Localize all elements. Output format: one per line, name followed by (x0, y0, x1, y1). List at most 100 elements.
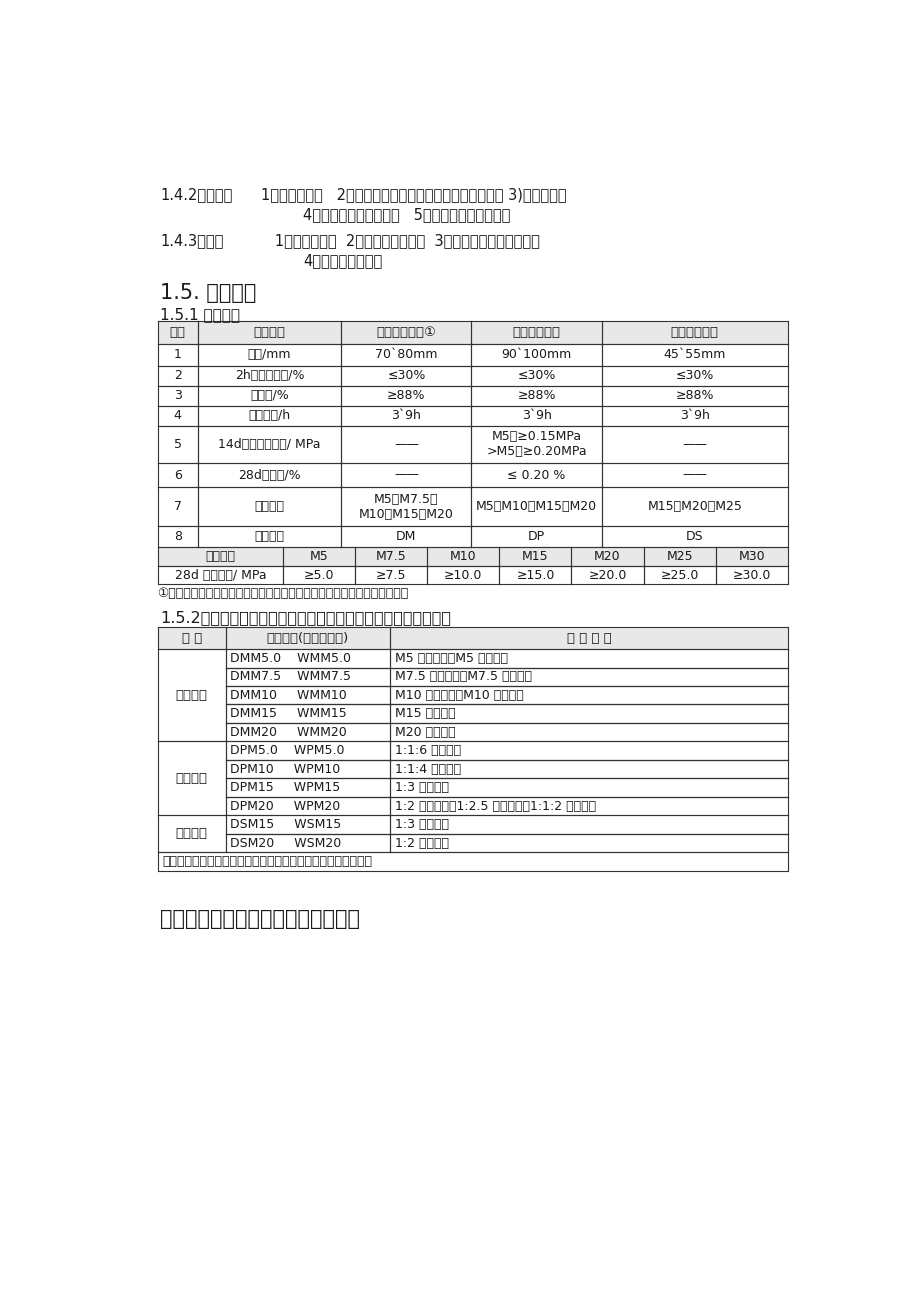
Text: DSM20     WSM20: DSM20 WSM20 (231, 837, 341, 850)
Text: 4: 4 (174, 409, 182, 422)
Text: 3`9h: 3`9h (521, 409, 550, 422)
Text: 传 统 砂 浆: 传 统 砂 浆 (566, 631, 610, 644)
Text: DMM20     WMM20: DMM20 WMM20 (231, 725, 346, 738)
Text: DMM15     WMM15: DMM15 WMM15 (231, 707, 346, 720)
Text: ——: —— (393, 469, 418, 482)
Text: 强度等级: 强度等级 (255, 500, 284, 513)
Text: ——: —— (682, 469, 707, 482)
Text: 1.5.1 技术指标: 1.5.1 技术指标 (160, 307, 240, 322)
Text: 备注：其它砂浆可根据强度和性能要求，选用相应的预拌砂浆。: 备注：其它砂浆可根据强度和性能要求，选用相应的预拌砂浆。 (162, 855, 372, 868)
Text: DMM7.5    WMM7.5: DMM7.5 WMM7.5 (231, 671, 351, 684)
Text: 凝结时间/h: 凝结时间/h (248, 409, 290, 422)
Text: 1:3 水泥砂浆: 1:3 水泥砂浆 (394, 818, 448, 831)
Text: ≤ 0.20 %: ≤ 0.20 % (507, 469, 565, 482)
Text: 1:1:4 混合砂浆: 1:1:4 混合砂浆 (394, 763, 460, 776)
Text: 品 种: 品 种 (181, 631, 201, 644)
Text: DPM20     WPM20: DPM20 WPM20 (231, 799, 340, 812)
Text: ——: —— (682, 437, 707, 450)
Text: M15、M20、M25: M15、M20、M25 (647, 500, 742, 513)
Text: M15 水泥砂浆: M15 水泥砂浆 (394, 707, 455, 720)
Text: 1.5.2预拌（干混）砂浆与传统建筑砂浆的对应关系（仅供参考）: 1.5.2预拌（干混）砂浆与传统建筑砂浆的对应关系（仅供参考） (160, 611, 450, 625)
Text: ≥88%: ≥88% (516, 389, 555, 402)
Text: 8: 8 (174, 530, 182, 543)
Text: 45`55mm: 45`55mm (663, 349, 725, 362)
Text: 4）夯实连砂石基层: 4）夯实连砂石基层 (303, 254, 382, 268)
Text: ——: —— (393, 437, 418, 450)
Text: DMM5.0    WMM5.0: DMM5.0 WMM5.0 (231, 652, 351, 665)
Text: M5、M10、M15、M20: M5、M10、M15、M20 (475, 500, 596, 513)
Text: 1.4.2抹灰类：: 1.4.2抹灰类： (160, 187, 233, 202)
Text: ≥15.0: ≥15.0 (516, 569, 554, 582)
Text: M5 混合砂浆、M5 水泥砂浆: M5 混合砂浆、M5 水泥砂浆 (394, 652, 507, 665)
Text: 砌筑砂浆: 砌筑砂浆 (176, 689, 208, 702)
Text: 3`9h: 3`9h (679, 409, 709, 422)
Text: 干混地面砂浆: 干混地面砂浆 (670, 326, 718, 339)
Text: 28d 抗压强度/ MPa: 28d 抗压强度/ MPa (175, 569, 266, 582)
Text: M7.5: M7.5 (376, 551, 406, 564)
Text: M5：≥0.15MPa
>M5：≥0.20MPa: M5：≥0.15MPa >M5：≥0.20MPa (486, 430, 586, 458)
Text: ≤30%: ≤30% (387, 370, 425, 383)
Text: 普通砌筑砂浆①: 普通砌筑砂浆① (376, 326, 436, 339)
Text: 地面砂浆: 地面砂浆 (176, 827, 208, 840)
Text: M7.5 混合砂浆、M7.5 水泥砂浆: M7.5 混合砂浆、M7.5 水泥砂浆 (394, 671, 531, 684)
Text: DPM15     WPM15: DPM15 WPM15 (231, 781, 340, 794)
Text: DP: DP (528, 530, 545, 543)
Text: 7: 7 (174, 500, 182, 513)
Text: ≥7.5: ≥7.5 (376, 569, 406, 582)
Text: DM: DM (396, 530, 416, 543)
Text: M15: M15 (522, 551, 548, 564)
Text: 28d收缩率/%: 28d收缩率/% (238, 469, 301, 482)
Text: 2h稠度损失率/%: 2h稠度损失率/% (234, 370, 304, 383)
Text: 1:2 水泥砂浆: 1:2 水泥砂浆 (394, 837, 448, 850)
Text: 1: 1 (174, 349, 182, 362)
Text: 保水率/%: 保水率/% (250, 389, 289, 402)
Text: 1.4.3地面类: 1.4.3地面类 (160, 233, 223, 249)
Text: 1.5. 用户须知: 1.5. 用户须知 (160, 283, 256, 302)
Text: 1:1:6 混合砂浆: 1:1:6 混合砂浆 (394, 745, 460, 758)
Text: 5: 5 (174, 437, 182, 450)
Text: 检验项目: 检验项目 (254, 326, 285, 339)
Text: M25: M25 (665, 551, 692, 564)
Text: ≥5.0: ≥5.0 (303, 569, 335, 582)
Text: ≥30.0: ≥30.0 (732, 569, 770, 582)
Text: ≥20.0: ≥20.0 (587, 569, 626, 582)
Text: 强度等级: 强度等级 (205, 551, 235, 564)
Text: ≥88%: ≥88% (675, 389, 713, 402)
Text: ≤30%: ≤30% (516, 370, 555, 383)
Text: 14d拉伸粘结强度/ MPa: 14d拉伸粘结强度/ MPa (218, 437, 321, 450)
Text: 产品代号: 产品代号 (255, 530, 284, 543)
Text: DPM5.0    WPM5.0: DPM5.0 WPM5.0 (231, 745, 345, 758)
Text: 抹灰砂浆: 抹灰砂浆 (176, 772, 208, 785)
Text: 90`100mm: 90`100mm (501, 349, 571, 362)
Text: DMM10     WMM10: DMM10 WMM10 (231, 689, 346, 702)
Text: M10 混合砂浆、M10 水泥砂浆: M10 混合砂浆、M10 水泥砂浆 (394, 689, 523, 702)
Text: ①注：普通砌筑砂浆稠度应根据砌体种类不同而不同。（下方有明确说明）: ①注：普通砌筑砂浆稠度应根据砌体种类不同而不同。（下方有明确说明） (157, 587, 408, 600)
Text: DS: DS (686, 530, 703, 543)
Text: 稠度/mm: 稠度/mm (247, 349, 291, 362)
Text: 70`80mm: 70`80mm (375, 349, 437, 362)
Text: M30: M30 (738, 551, 764, 564)
Text: 1）混凝土基层  2）厚型牢固砖基层  3）平整毛料、粗料石基层: 1）混凝土基层 2）厚型牢固砖基层 3）平整毛料、粗料石基层 (260, 233, 539, 249)
Text: M20 水泥砂浆: M20 水泥砂浆 (394, 725, 455, 738)
Text: 1:3 水泥砂浆: 1:3 水泥砂浆 (394, 781, 448, 794)
Text: 6: 6 (174, 469, 182, 482)
Text: ≤30%: ≤30% (675, 370, 713, 383)
Text: ≥25.0: ≥25.0 (660, 569, 698, 582)
Text: 普通抹灰砂浆: 普通抹灰砂浆 (512, 326, 560, 339)
Text: DSM15     WSM15: DSM15 WSM15 (231, 818, 341, 831)
Text: 1）烧结砖砌体   2）除石膏外机械压型与蒸压（养）砖砌体 3)混凝土砌体: 1）烧结砖砌体 2）除石膏外机械压型与蒸压（养）砖砌体 3)混凝土砌体 (260, 187, 566, 202)
Text: 2: 2 (174, 370, 182, 383)
Text: 1:2 水泥砂浆、1:2.5 水泥砂浆、1:1:2 混合砂浆: 1:2 水泥砂浆、1:2.5 水泥砂浆、1:1:2 混合砂浆 (394, 799, 596, 812)
Text: M10: M10 (449, 551, 476, 564)
Text: 序号: 序号 (170, 326, 186, 339)
Text: DPM10     WPM10: DPM10 WPM10 (231, 763, 340, 776)
Text: 3`9h: 3`9h (391, 409, 421, 422)
Text: M20: M20 (594, 551, 620, 564)
Text: M5: M5 (310, 551, 328, 564)
Text: 预拌砂浆(干混、湿拌): 预拌砂浆(干混、湿拌) (267, 631, 348, 644)
Text: ≥88%: ≥88% (387, 389, 425, 402)
Text: 4）蒸压加气混凝土砌体   5）毛料石、粗料石砌体: 4）蒸压加气混凝土砌体 5）毛料石、粗料石砌体 (303, 207, 510, 223)
Text: 3: 3 (174, 389, 182, 402)
Text: M5、M7.5、
M10、M15、M20: M5、M7.5、 M10、M15、M20 (358, 492, 453, 521)
Text: ≥10.0: ≥10.0 (444, 569, 482, 582)
